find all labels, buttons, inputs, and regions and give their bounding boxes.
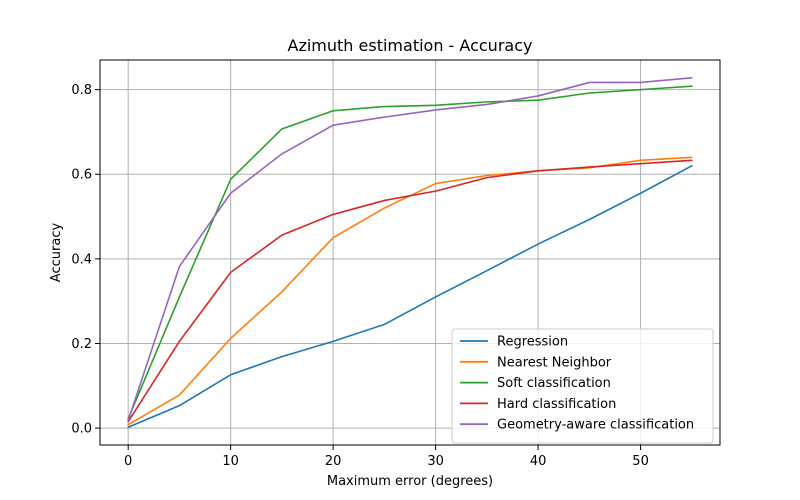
x-tick-label: 10 (222, 454, 239, 469)
x-tick-label: 0 (124, 454, 132, 469)
series-line-0 (127, 164, 693, 429)
series-lines (127, 76, 693, 429)
x-tick-label: 40 (530, 454, 547, 469)
x-tick-label: 20 (325, 454, 342, 469)
y-tick-label: 0.6 (71, 168, 92, 183)
y-tick-label: 0.0 (71, 422, 92, 437)
series-line-4 (127, 76, 693, 422)
legend-label: Regression (497, 335, 568, 350)
legend: Regression Nearest Neighbor Soft classific… (451, 328, 714, 444)
series-line-2 (127, 85, 693, 420)
y-tick-label: 0.8 (71, 83, 92, 98)
y-axis-title: Accuracy (49, 223, 64, 283)
legend-label: Hard classification (497, 397, 616, 412)
axis-ticks: 0 10 20 30 40 50 0.0 0.2 0.4 0.6 0.8 (71, 83, 649, 469)
legend-label: Geometry-aware classification (497, 418, 694, 433)
legend-label: Nearest Neighbor (497, 355, 612, 370)
y-tick-label: 0.2 (71, 337, 92, 352)
y-tick-label: 0.4 (71, 252, 92, 267)
legend-box (451, 328, 714, 444)
x-axis-title: Maximum error (degrees) (327, 474, 493, 489)
grid (100, 60, 720, 445)
legend-label: Soft classification (497, 376, 611, 391)
x-tick-label: 50 (632, 454, 649, 469)
plot-frame (99, 59, 721, 446)
series-line-3 (127, 159, 693, 423)
chart-title: Azimuth estimation - Accuracy (288, 36, 533, 55)
x-tick-label: 30 (427, 454, 444, 469)
